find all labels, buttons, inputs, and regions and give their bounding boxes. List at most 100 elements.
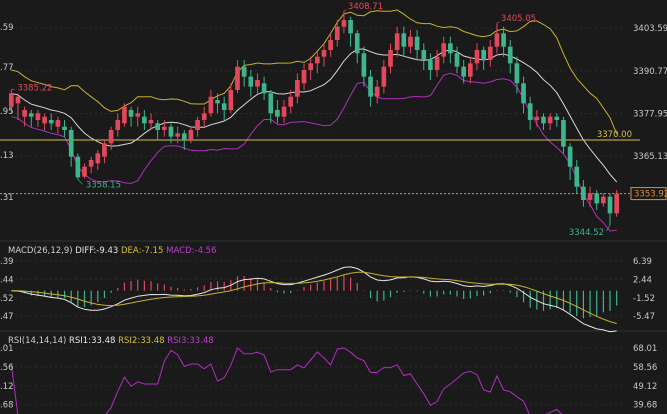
candle-body <box>381 66 387 87</box>
rsi1-label: RSI1:33.48 <box>69 336 116 346</box>
candle <box>601 193 606 207</box>
main-y-axis: 3403.59 3390.77 3377.95 3365.13 <box>633 24 667 162</box>
main-y-tick: 3365.13 <box>633 152 667 162</box>
macd-y-tick: -1.52 <box>633 294 655 304</box>
candle-body <box>507 46 513 64</box>
candle-body <box>574 166 580 187</box>
high2: 3405.05 <box>501 14 536 24</box>
left_low-pointer <box>77 179 83 185</box>
candle <box>122 103 127 127</box>
candle-body <box>328 40 333 50</box>
candle <box>155 120 161 140</box>
candle-body <box>42 116 47 124</box>
candle-body <box>487 46 493 60</box>
candle-body <box>368 76 373 97</box>
candle <box>15 93 21 120</box>
candle <box>434 50 440 77</box>
candle <box>295 73 300 104</box>
candle-body <box>501 33 506 47</box>
rsi-y-tick: 39.68 <box>633 401 657 411</box>
candle <box>514 56 520 94</box>
candle-body <box>281 106 287 117</box>
candle-body <box>301 70 307 84</box>
macd-diff-label: DIFF:-9.43 <box>75 246 119 256</box>
candle <box>521 76 526 114</box>
macd-diff-line <box>11 266 617 333</box>
macd-value-label: MACD:-4.56 <box>166 246 217 256</box>
candle-body <box>394 33 400 50</box>
candle <box>102 140 107 164</box>
candle-body <box>15 96 21 104</box>
candle-body <box>401 33 407 47</box>
candle <box>467 56 473 84</box>
rsi-y-tick: 68.01 <box>633 344 657 354</box>
candle-body <box>601 196 606 204</box>
candle <box>354 30 360 64</box>
candle-body <box>255 80 260 87</box>
left-edge-fragments: .59 .77 .95 .13 .31 <box>0 23 14 203</box>
candle <box>441 36 447 64</box>
candle-body <box>95 153 101 164</box>
candle-body <box>348 20 353 34</box>
candle-body <box>587 193 593 200</box>
candle <box>35 110 41 127</box>
candle <box>288 90 294 114</box>
candle <box>607 193 613 225</box>
candle <box>55 116 61 134</box>
candle-body <box>155 123 161 130</box>
candle <box>594 190 600 210</box>
macd-edge-tick: .39 <box>0 257 14 267</box>
candle-body <box>541 116 546 124</box>
candle-body <box>441 43 447 57</box>
candle-body <box>88 160 94 167</box>
candle-body <box>481 50 486 60</box>
candle <box>494 23 500 54</box>
candle-body <box>561 120 566 147</box>
candle-body <box>567 146 573 167</box>
candle <box>308 56 314 80</box>
high: 3408.71 <box>348 2 383 12</box>
candle <box>474 43 480 70</box>
candle-body <box>75 156 81 178</box>
rsi-edge-tick: .68 <box>0 401 14 411</box>
candle-body <box>314 56 320 64</box>
left_low: 3358.15 <box>86 181 121 191</box>
candle <box>554 113 560 127</box>
rsi-y-tick: 49.12 <box>633 382 657 392</box>
candle <box>75 153 81 180</box>
middle-band-line <box>11 48 618 183</box>
candle-body <box>168 126 174 137</box>
candle <box>201 106 207 127</box>
macd-y-tick: 2.44 <box>633 275 652 285</box>
low-pointer <box>606 224 611 232</box>
candle-body <box>554 116 560 120</box>
candle-body <box>607 196 613 214</box>
candle <box>481 46 486 70</box>
candle-body <box>22 110 27 117</box>
candle-body <box>521 83 526 104</box>
candle-body <box>581 186 586 200</box>
upper-band-line <box>11 9 618 135</box>
rsi3-label: RSI3:33.48 <box>167 336 214 346</box>
price-annotations: 3408.71 3405.05 3385.22 3358.15 3344.52 <box>11 2 611 238</box>
candle <box>461 60 467 84</box>
candle <box>235 60 240 94</box>
main-y-tick: 3377.95 <box>633 110 667 120</box>
moving-averages <box>11 9 618 232</box>
main-edge-tick: .77 <box>0 63 14 73</box>
candle <box>448 36 453 64</box>
candle-body <box>308 63 314 70</box>
candle <box>408 30 413 54</box>
candle <box>541 113 546 130</box>
candle <box>42 113 47 130</box>
candle <box>547 113 553 130</box>
candles <box>8 10 620 225</box>
candle <box>161 120 167 137</box>
candle <box>507 40 513 74</box>
candle-body <box>115 120 121 130</box>
rsi-header: RSI(14,14,14) RSI1:33.48 RSI2:33.48 RSI3… <box>8 336 214 346</box>
candle-body <box>614 193 620 214</box>
rsi-line <box>10 347 563 414</box>
candle <box>394 26 400 57</box>
candle-body <box>188 130 194 140</box>
